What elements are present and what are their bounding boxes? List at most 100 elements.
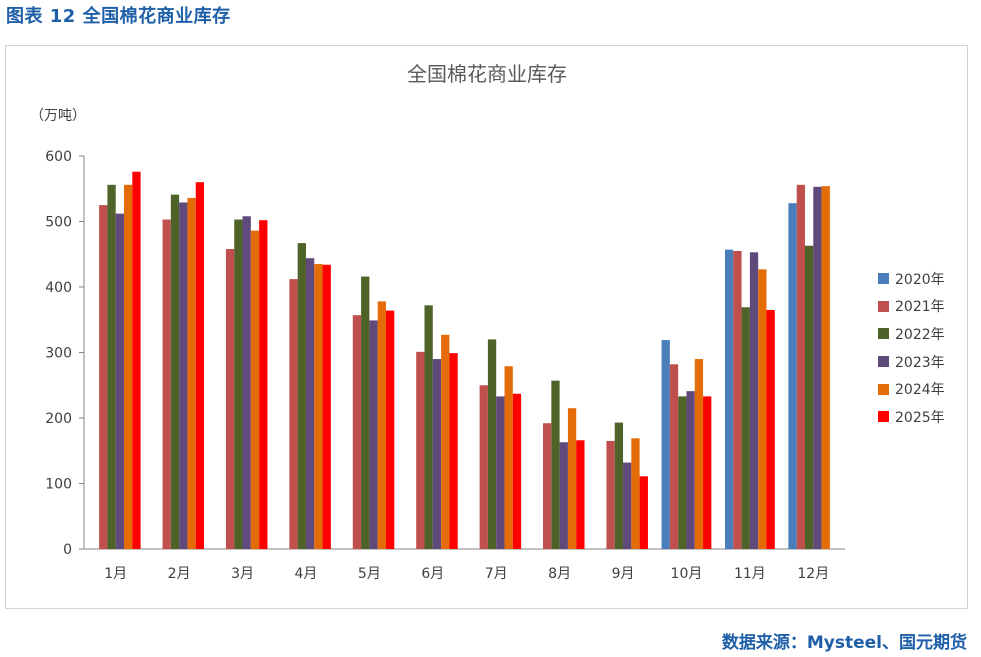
bar-2025年-1月	[132, 171, 141, 549]
bar-2022年-3月	[234, 219, 243, 549]
bar-2025年-8月	[576, 440, 585, 549]
y-tick-label: 500	[45, 215, 72, 231]
bar-2025年-5月	[385, 310, 395, 549]
legend-label: 2023年	[895, 354, 945, 371]
bar-2024年-3月	[250, 230, 260, 550]
bar-2025年-11月	[766, 309, 775, 549]
bar-2021年-2月	[162, 219, 171, 549]
legend-swatch	[878, 383, 889, 395]
chart-title: 全国棉花商业库存	[407, 62, 567, 86]
figure-caption: 图表 12 全国棉花商业库存	[6, 6, 231, 27]
x-tick-label: 1月	[104, 566, 127, 582]
bar-2020年-11月	[724, 249, 734, 549]
bar-2025年-9月	[639, 476, 648, 549]
x-tick-label: 12月	[797, 566, 829, 582]
bar-2023年-2月	[179, 202, 188, 549]
bar-2021年-11月	[733, 250, 742, 550]
bar-2022年-12月	[804, 245, 814, 550]
bar-2023年-1月	[115, 213, 125, 549]
legend-item: 2022年	[878, 320, 945, 348]
legend-item: 2021年	[878, 293, 945, 321]
y-tick-label: 100	[45, 477, 72, 493]
bar-2022年-5月	[361, 276, 370, 549]
y-tick-label: 400	[45, 280, 72, 296]
legend-label: 2024年	[895, 382, 945, 399]
x-tick-label: 10月	[671, 566, 703, 582]
bar-2022年-11月	[741, 307, 750, 549]
bar-2023年-12月	[813, 186, 822, 550]
bar-2025年-2月	[195, 182, 205, 549]
y-tick-label: 200	[45, 411, 72, 427]
bar-2022年-8月	[551, 380, 560, 549]
bar-2020年-12月	[788, 203, 797, 549]
legend-item: 2024年	[878, 375, 945, 403]
legend-item: 2020年	[878, 265, 945, 293]
y-tick-label: 600	[45, 149, 72, 165]
bar-2025年-3月	[259, 220, 268, 549]
bar-2024年-8月	[567, 408, 577, 549]
x-tick-label: 6月	[421, 566, 444, 582]
bar-2020年-10月	[661, 340, 670, 549]
bar-2024年-12月	[821, 186, 830, 549]
bar-2023年-5月	[369, 320, 378, 549]
bar-2025年-7月	[512, 393, 522, 549]
bar-2021年-1月	[99, 205, 108, 550]
bar-2022年-9月	[614, 422, 624, 549]
bar-2021年-4月	[289, 279, 298, 549]
bar-2023年-4月	[305, 258, 315, 549]
legend-swatch	[878, 411, 889, 423]
bar-2024年-11月	[758, 269, 767, 549]
legend-item: 2023年	[878, 348, 945, 376]
axes	[79, 155, 845, 550]
legend-item: 2025年	[878, 403, 945, 431]
bar-2022年-10月	[678, 396, 687, 549]
bar-2024年-9月	[631, 438, 640, 549]
legend-label: 2025年	[895, 409, 945, 426]
legend-swatch	[878, 356, 889, 368]
y-tick-label: 0	[63, 542, 72, 558]
legend-label: 2022年	[895, 326, 945, 343]
bar-2021年-12月	[796, 184, 805, 549]
bar-2024年-7月	[504, 366, 513, 549]
bar-2025年-6月	[449, 353, 458, 549]
legend: 2020年 2021年 2022年 2023年 2024年 2025年	[878, 265, 945, 431]
bar-2021年-10月	[669, 364, 679, 549]
source-note: 数据来源：Mysteel、国元期货	[721, 633, 967, 653]
bar-2022年-1月	[107, 184, 116, 549]
bar-2021年-6月	[416, 351, 425, 549]
bar-2021年-3月	[225, 249, 235, 549]
bar-2023年-7月	[496, 396, 505, 549]
bar-2025年-4月	[322, 264, 331, 549]
bar-2025年-10月	[703, 396, 712, 549]
bar-2024年-6月	[441, 334, 450, 549]
tick-labels: 0 100 200 300 400 500 600 1月 2月 3月 4月 5月 6月 7月 8月 9月 10月…	[45, 149, 829, 582]
y-axis-unit-label: （万吨）	[30, 108, 86, 124]
bar-2023年-3月	[242, 216, 251, 549]
bar-2023年-11月	[749, 252, 759, 550]
bar-2022年-7月	[487, 339, 497, 549]
y-tick-label: 300	[45, 346, 72, 362]
bar-2022年-6月	[424, 305, 433, 549]
x-tick-label: 4月	[294, 566, 317, 582]
bar-2022年-2月	[170, 194, 180, 549]
legend-swatch	[878, 328, 889, 340]
bars-group	[99, 171, 830, 550]
legend-swatch	[878, 273, 889, 285]
bar-2021年-7月	[479, 385, 488, 549]
bar-2024年-10月	[694, 359, 704, 549]
legend-label: 2020年	[895, 271, 945, 288]
legend-label: 2021年	[895, 299, 945, 316]
x-tick-label: 8月	[548, 566, 571, 582]
bar-2022年-4月	[297, 243, 306, 549]
bar-2024年-5月	[377, 301, 386, 549]
x-tick-label: 3月	[231, 566, 254, 582]
legend-swatch	[878, 300, 889, 312]
x-tick-label: 11月	[734, 566, 766, 582]
x-tick-label: 5月	[358, 566, 381, 582]
bar-2024年-4月	[314, 264, 323, 549]
bar-2023年-10月	[686, 391, 695, 549]
x-tick-label: 7月	[485, 566, 508, 582]
bar-2023年-9月	[623, 462, 632, 549]
bar-2023年-8月	[559, 442, 568, 549]
